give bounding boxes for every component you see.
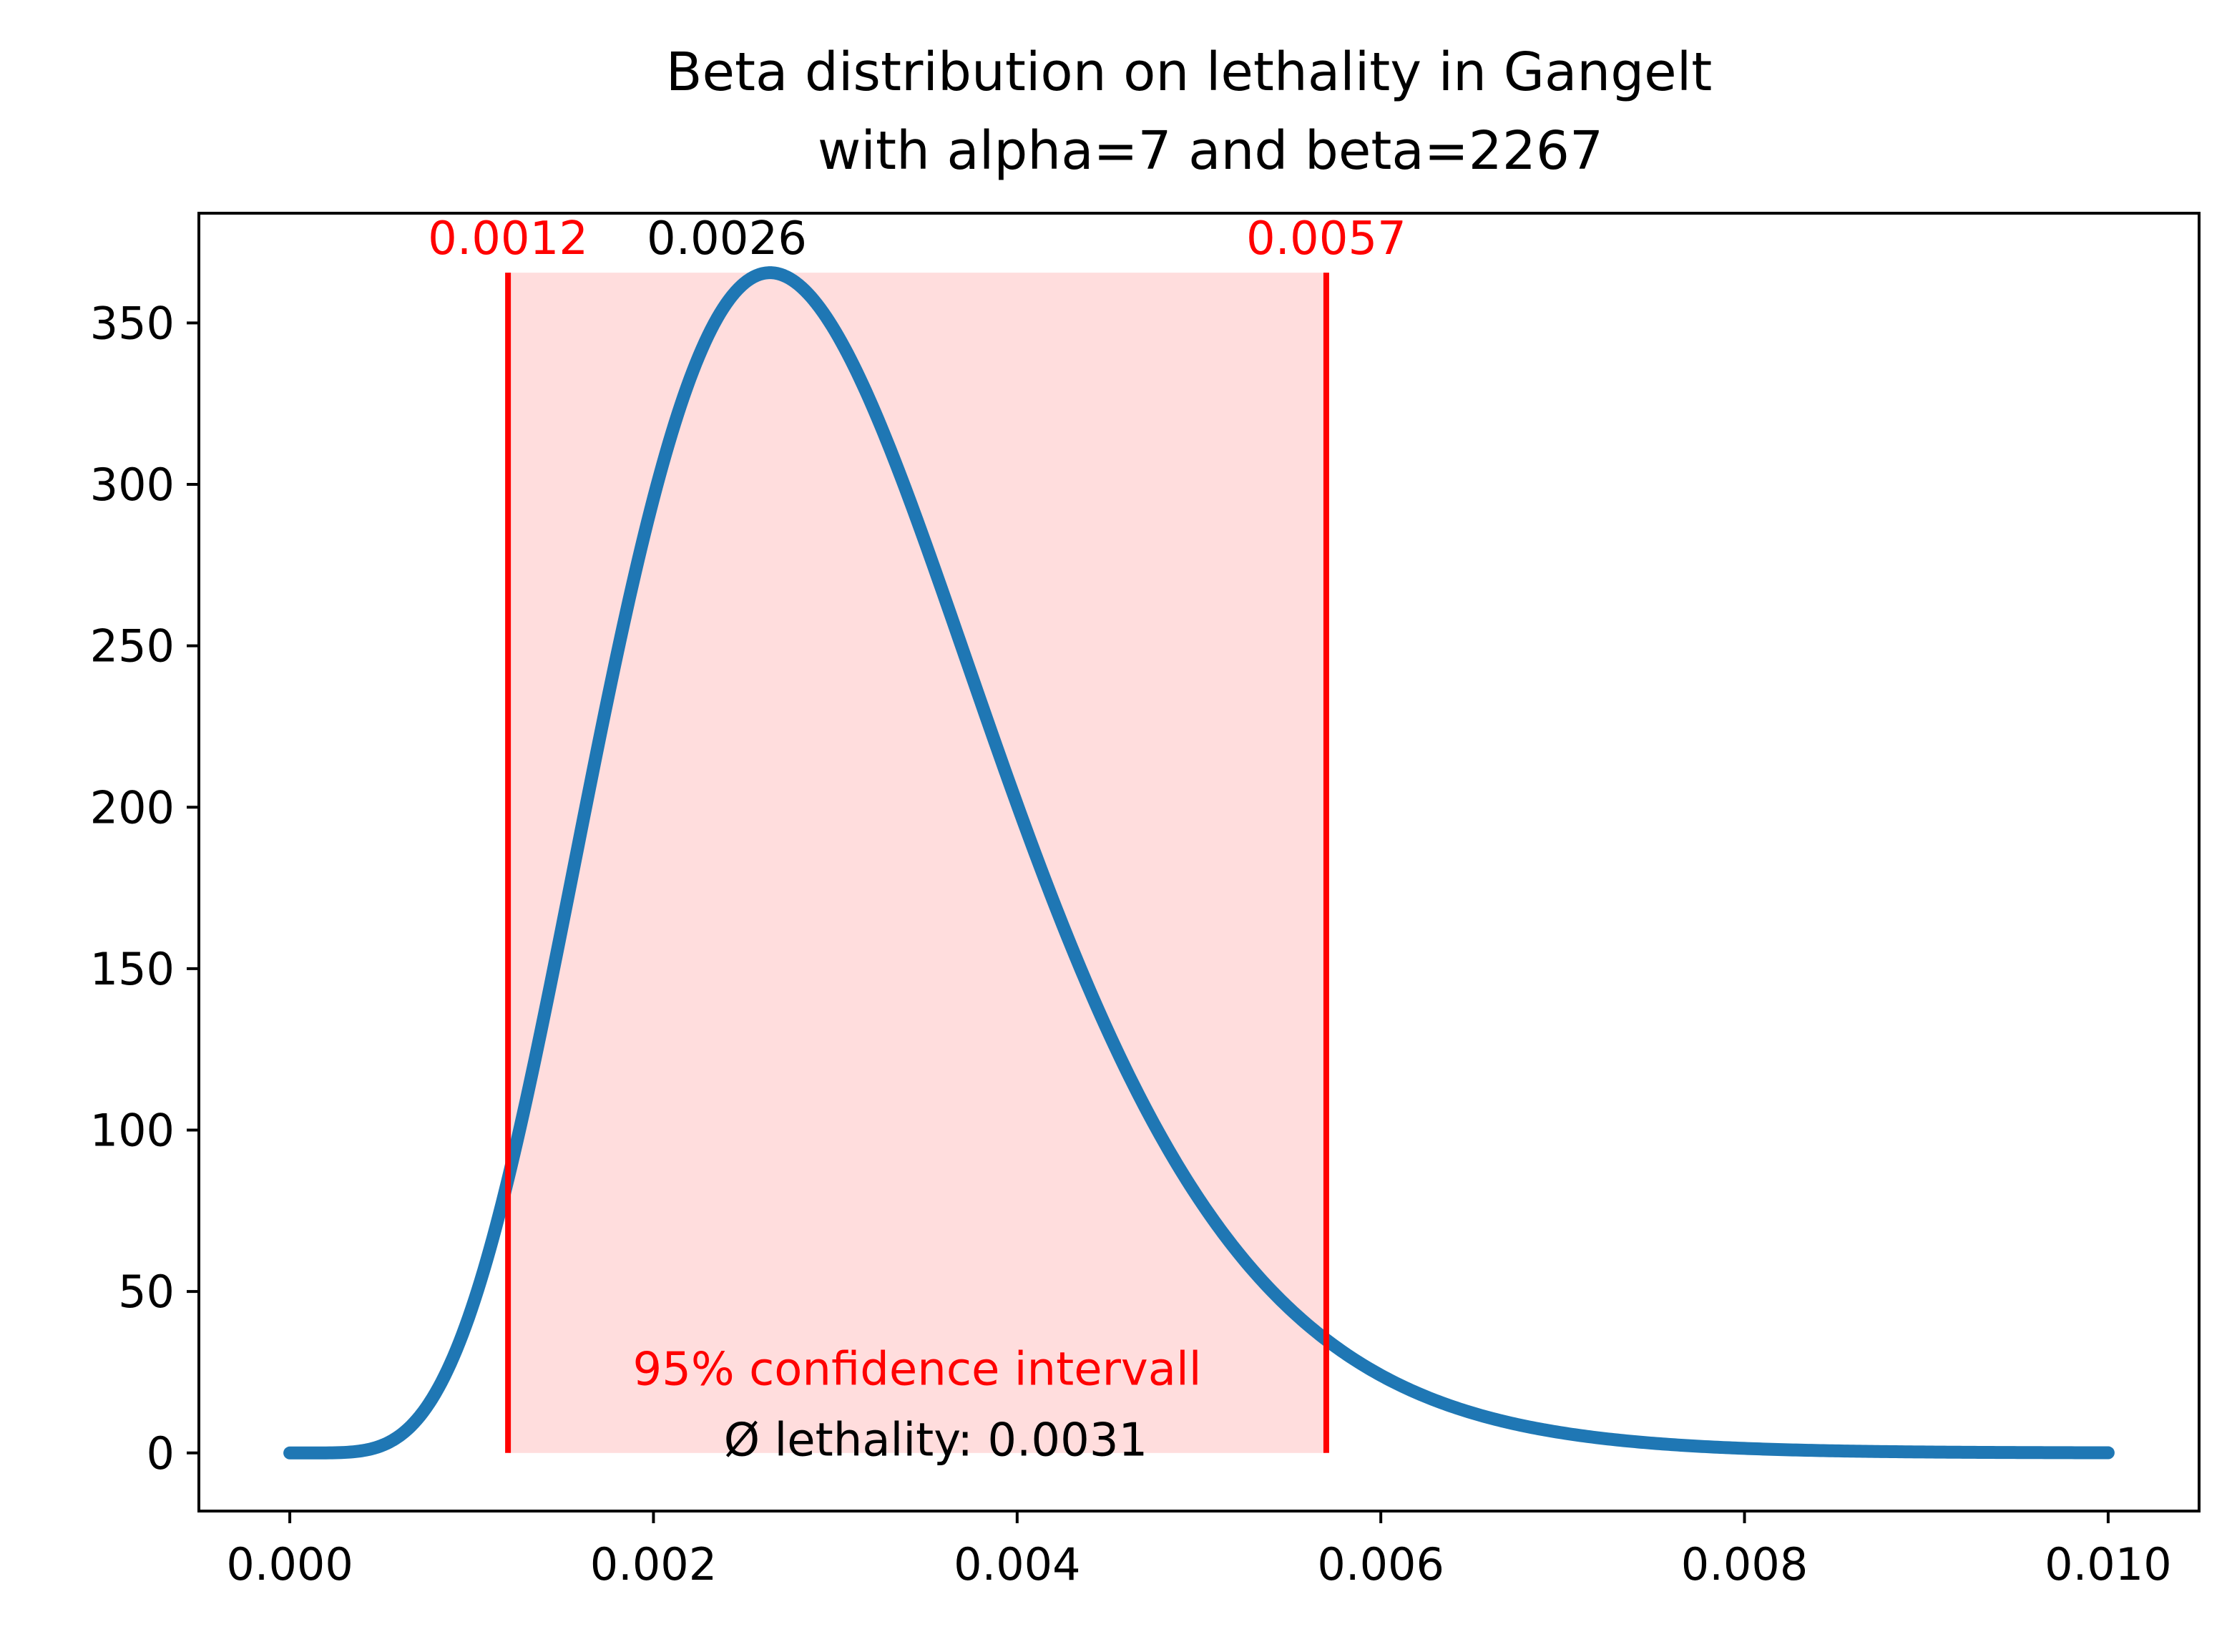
x-axis-ticks: 0.000 0.002 0.004 0.006 0.008 0.010	[226, 1511, 2172, 1590]
x-tick-label: 0.010	[2045, 1538, 2172, 1590]
ci-lower-bound-label: 0.0012	[428, 212, 588, 265]
ci-upper-bound-label: 0.0057	[1246, 212, 1406, 265]
y-axis-ticks: 0 50 100 150 200 250 300 350	[90, 297, 199, 1480]
x-tick-label: 0.002	[590, 1538, 718, 1590]
y-tick-label: 250	[90, 620, 175, 673]
x-tick-label: 0.004	[954, 1538, 1081, 1590]
mode-label: 0.0026	[647, 212, 807, 265]
y-tick-label: 200	[90, 781, 175, 834]
y-tick-label: 300	[90, 459, 175, 511]
x-tick-label: 0.006	[1317, 1538, 1444, 1590]
x-tick-label: 0.008	[1681, 1538, 1808, 1590]
y-tick-label: 100	[90, 1105, 175, 1157]
y-tick-label: 50	[118, 1266, 175, 1318]
beta-pdf-curve	[283, 266, 2115, 1460]
chart-subtitle: with alpha=7 and beta=2267	[818, 120, 1603, 182]
y-tick-label: 350	[90, 297, 175, 349]
mean-lethality-label: Ø lethality: 0.0031	[724, 1414, 1147, 1467]
y-tick-label: 150	[90, 943, 175, 995]
axes-frame	[197, 212, 2201, 1512]
confidence-interval-shading	[508, 273, 1326, 1453]
x-tick-label: 0.000	[226, 1538, 353, 1590]
confidence-interval-label: 95% confidence intervall	[632, 1343, 1201, 1396]
chart-title: Beta distribution on lethality in Gangel…	[666, 41, 1713, 103]
y-tick-label: 0	[147, 1427, 175, 1480]
